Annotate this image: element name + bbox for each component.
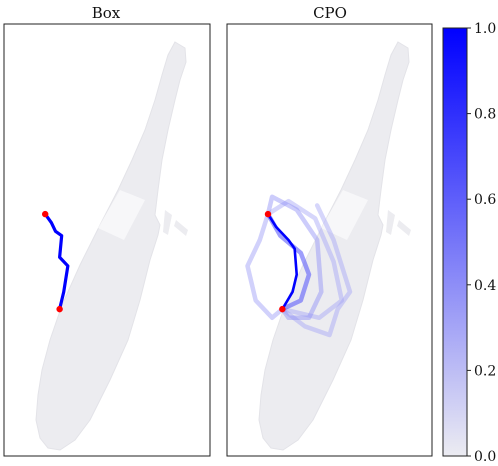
land-shape — [258, 41, 410, 451]
colorbar-tick-label: 0.2 — [474, 363, 496, 379]
island-box — [163, 210, 172, 235]
start-marker — [42, 210, 49, 218]
colorbar-tick-label: 0.6 — [474, 192, 496, 208]
land-shape — [35, 41, 187, 451]
route-line — [43, 212, 70, 311]
park-box — [98, 190, 145, 240]
route-line — [266, 212, 299, 311]
end-marker — [56, 305, 63, 313]
route-line — [245, 211, 285, 321]
pier-cpo — [397, 220, 411, 236]
colorbar: 0.0 0.2 0.4 0.6 0.8 1.0 — [442, 21, 496, 465]
route-line — [265, 198, 345, 321]
colorbar-ticks: 0.0 0.2 0.4 0.6 0.8 1.0 — [467, 21, 496, 465]
pier-box — [174, 220, 188, 236]
panel-title-cpo: CPO — [313, 4, 347, 22]
route-line — [280, 203, 353, 338]
panel-box: Box — [3, 4, 211, 457]
end-marker — [279, 305, 286, 313]
colorbar-tick-label: 0.0 — [474, 449, 496, 465]
start-marker — [264, 210, 272, 218]
manhattan-map-cpo — [258, 41, 411, 451]
routes-box — [43, 212, 70, 311]
colorbar-tick-label: 0.4 — [474, 278, 496, 294]
markers-cpo — [264, 210, 286, 313]
colorbar-gradient — [442, 27, 468, 457]
markers-box — [42, 210, 63, 313]
route-line — [265, 194, 324, 321]
routes-cpo — [245, 194, 353, 338]
colorbar-tick-label: 0.8 — [474, 107, 496, 123]
island-cpo — [386, 210, 395, 235]
manhattan-map-box — [35, 41, 188, 451]
panel-title-box: Box — [92, 4, 121, 22]
panel-cpo: CPO — [226, 4, 433, 457]
route-line — [265, 211, 312, 312]
park-cpo — [321, 190, 368, 240]
colorbar-tick-label: 1.0 — [474, 21, 496, 37]
